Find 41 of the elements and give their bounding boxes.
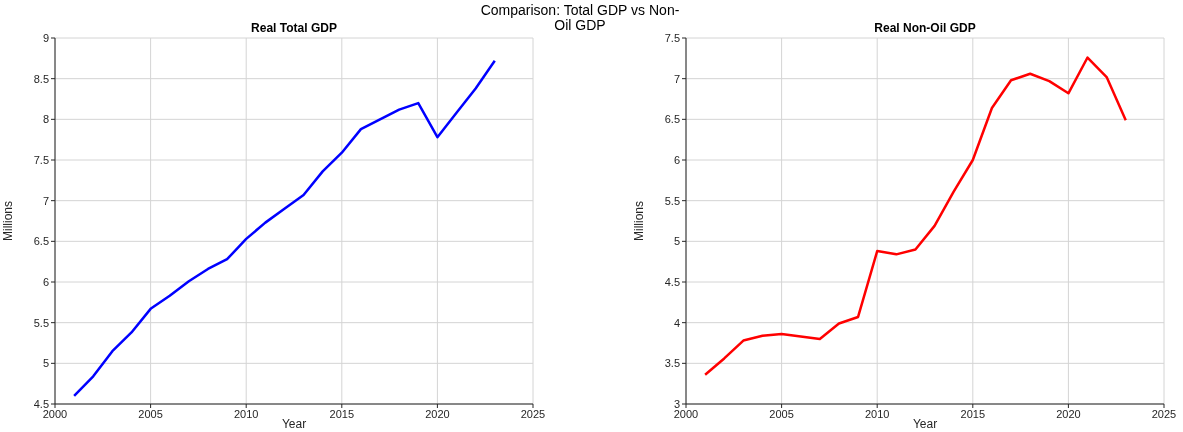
x-axis-title: Year — [912, 417, 938, 431]
y-tick-label: 8.5 — [33, 72, 49, 85]
y-tick-label: 4.5 — [33, 397, 49, 410]
y-tick-label: 3.5 — [664, 357, 680, 370]
x-tick-label: 2025 — [520, 407, 546, 420]
y-tick-label: 4.5 — [664, 275, 680, 288]
line-series — [72, 59, 497, 398]
y-tick-label: 4 — [673, 316, 680, 329]
y-axis-title: Millions — [1, 200, 16, 242]
x-tick-label: 2010 — [864, 407, 890, 420]
chart-title: Real Non-Oil GDP — [874, 21, 976, 35]
x-tick-label: 2010 — [233, 407, 259, 420]
y-tick-label: 7 — [42, 194, 49, 207]
x-tick-label: 2020 — [425, 407, 450, 420]
y-tick-label: 7.5 — [664, 31, 680, 44]
y-tick-label: 5 — [673, 235, 680, 248]
y-tick-label: 5.5 — [664, 194, 680, 207]
x-tick-label: 2025 — [1151, 407, 1177, 420]
x-tick-label: 2015 — [960, 407, 986, 420]
y-tick-label: 7 — [673, 72, 680, 85]
y-tick-label: 6.5 — [664, 113, 680, 126]
x-tick-label: 2000 — [42, 407, 68, 420]
y-tick-label: 6.5 — [33, 235, 49, 248]
y-axis-title: Millions — [632, 200, 647, 242]
line-series — [703, 56, 1128, 376]
x-tick-label: 2000 — [673, 407, 699, 420]
y-tick-label: 5 — [42, 357, 49, 370]
text: Comparison: Total GDP vs Non-Oil GDP — [480, 2, 680, 33]
y-tick-label: 6 — [42, 275, 49, 288]
y-tick-label: 5.5 — [33, 316, 49, 329]
chart-title: Real Total GDP — [251, 21, 337, 35]
x-axis-title: Year — [281, 417, 307, 431]
y-tick-label: 8 — [42, 113, 49, 126]
x-tick-label: 2015 — [329, 407, 355, 420]
x-tick-label: 2005 — [138, 407, 163, 420]
y-tick-label: 7.5 — [33, 153, 49, 166]
y-tick-label: 6 — [673, 153, 680, 166]
x-tick-label: 2005 — [769, 407, 794, 420]
y-tick-label: 3 — [673, 397, 680, 410]
x-tick-label: 2020 — [1056, 407, 1081, 420]
y-tick-label: 9 — [42, 31, 49, 44]
